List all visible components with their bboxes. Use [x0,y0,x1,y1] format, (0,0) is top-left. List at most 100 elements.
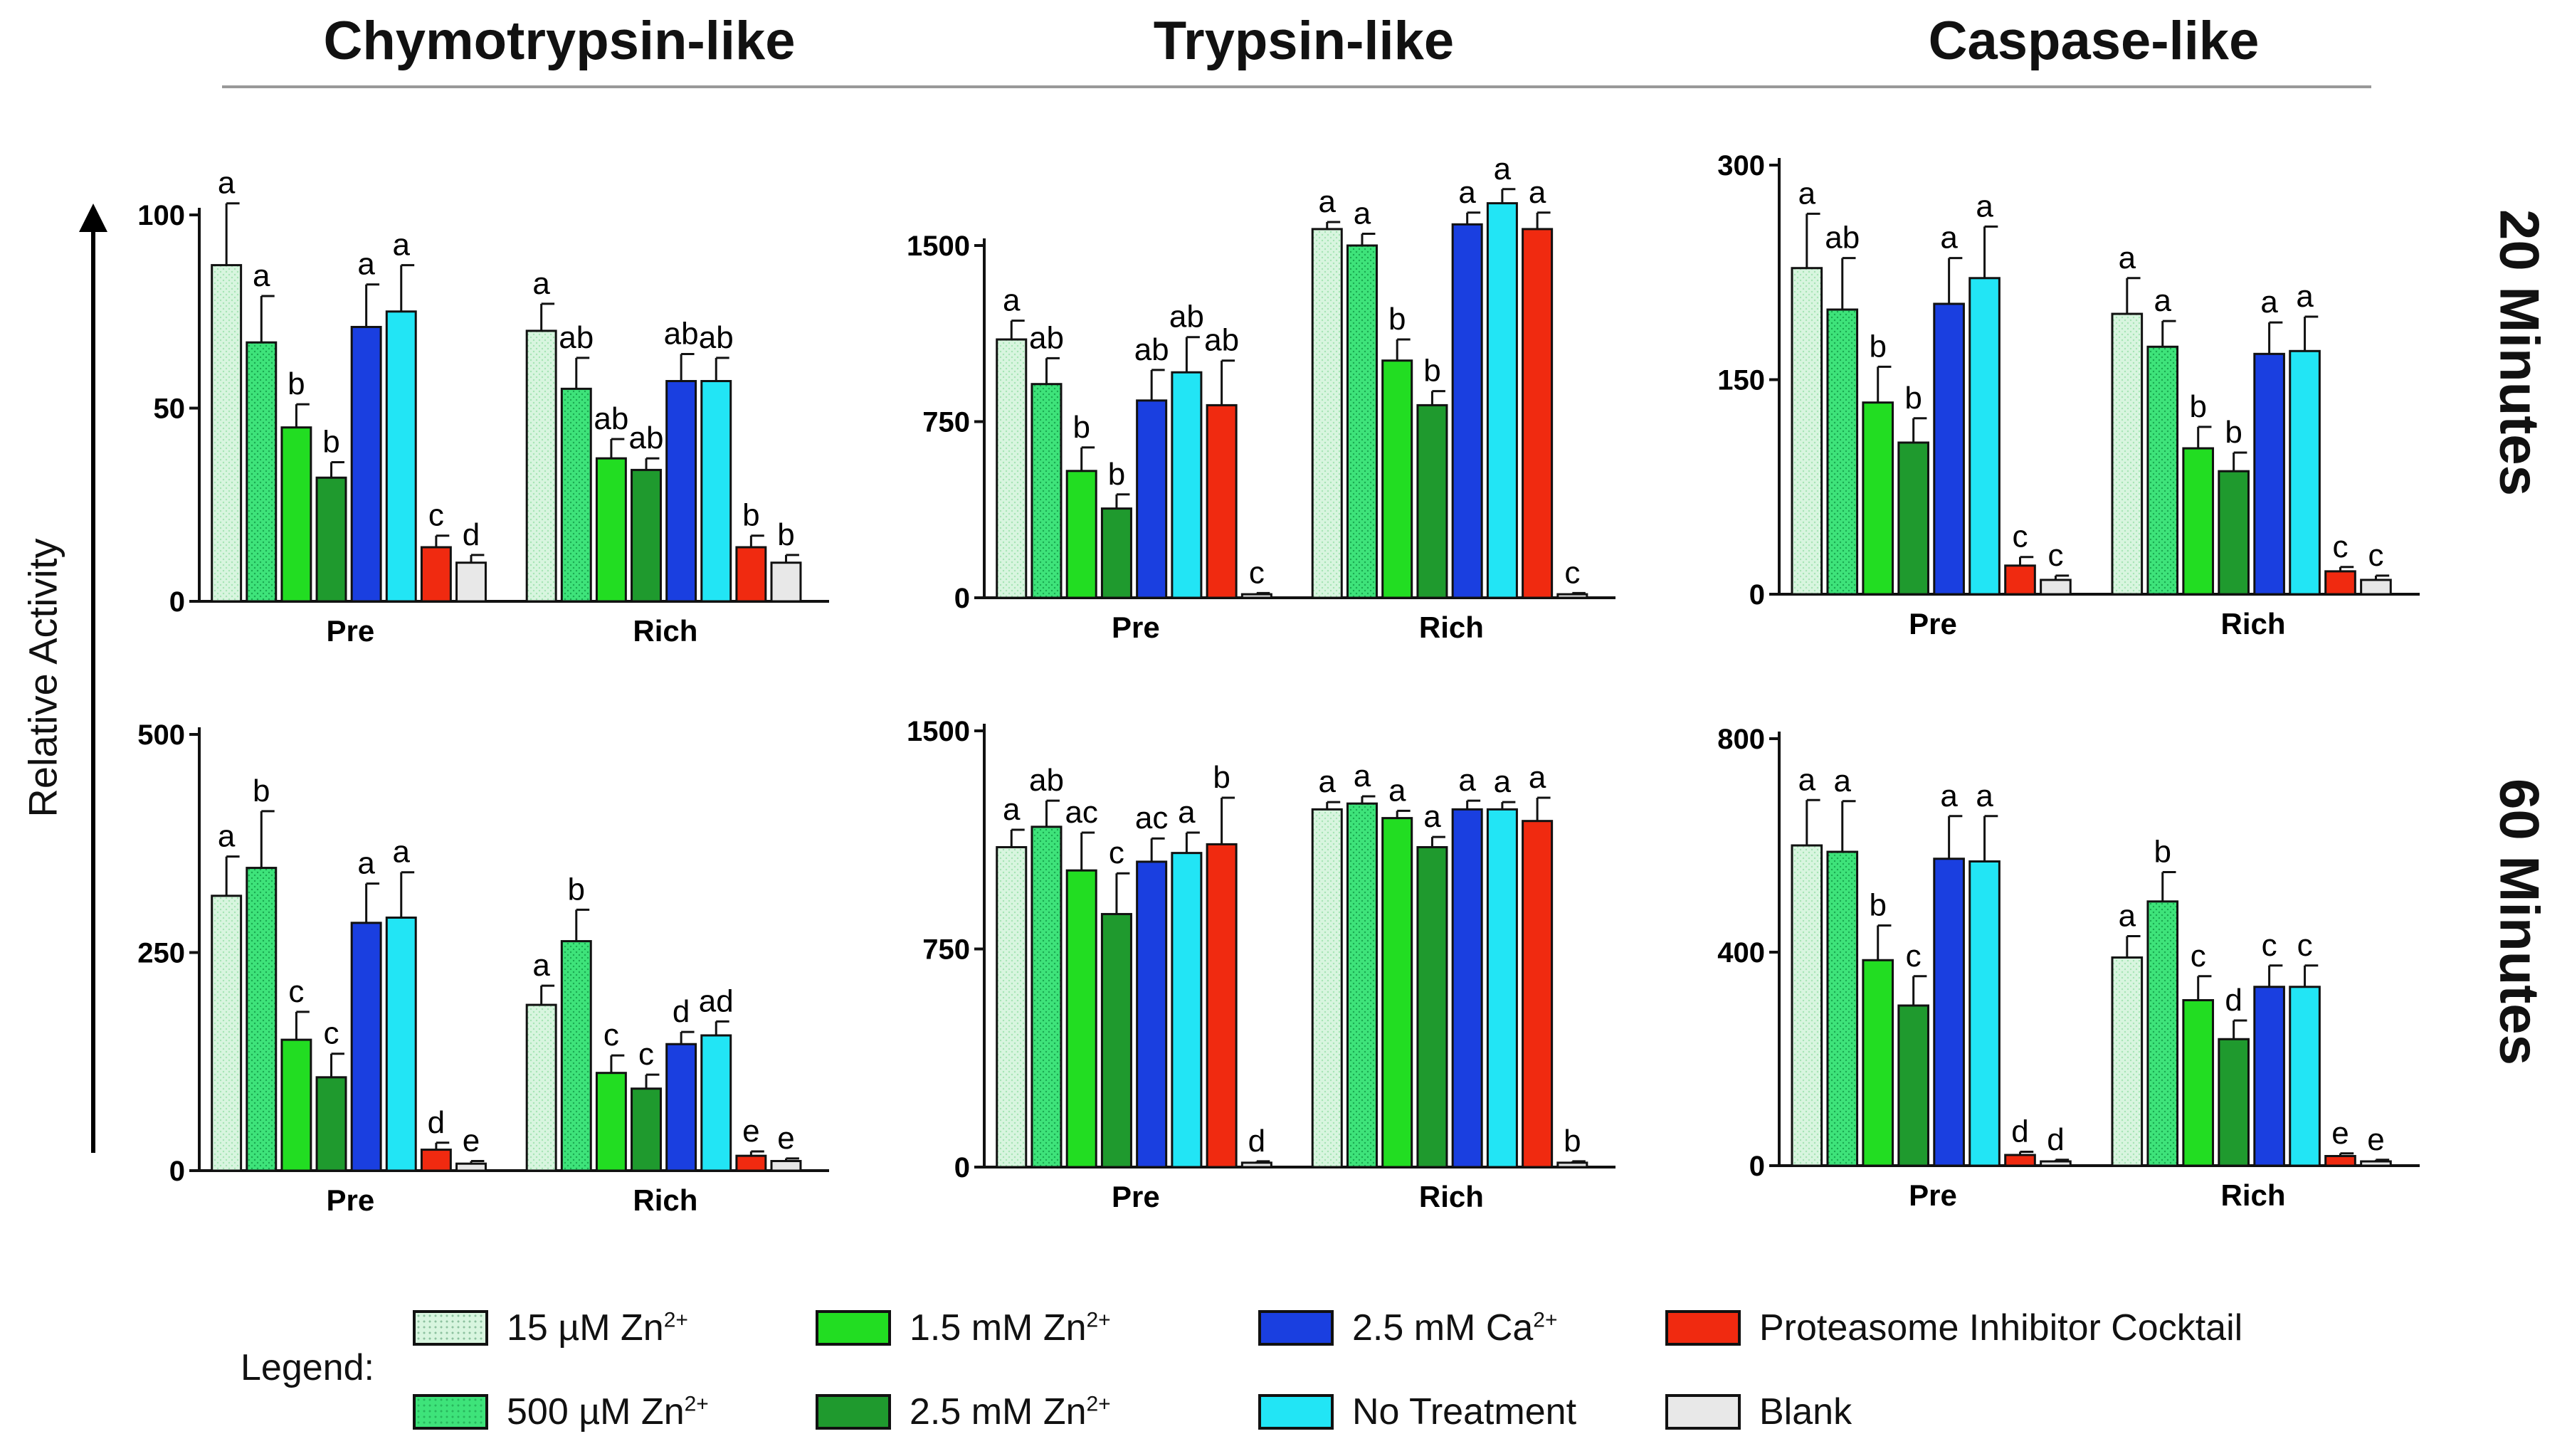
column-title-chymotrypsin: Chymotrypsin-like [323,11,796,71]
significance-label: ad [699,983,734,1018]
significance-label: e [742,1114,759,1149]
legend-swatch [1258,1394,1334,1430]
bar [350,325,382,603]
bar [595,1072,627,1172]
significance-label: a [1834,764,1852,798]
bar [1100,912,1132,1169]
bar [1346,802,1378,1169]
significance-label: c [1564,555,1580,590]
significance-label: a [1529,175,1546,210]
significance-label: ab [1029,320,1064,355]
category-label: Rich [633,1183,697,1217]
bar [246,341,278,603]
significance-label: b [1904,381,1922,416]
significance-label: a [1976,189,1993,223]
significance-label: e [463,1124,480,1159]
bar [2253,986,2285,1167]
category-label: Pre [1112,1180,1160,1213]
significance-label: d [428,1105,445,1140]
legend-label: 500 µM Zn2+ [507,1391,709,1433]
legend-title: Legend: [241,1347,374,1388]
category-label: Pre [1909,1178,1957,1212]
legend-label: 15 µM Zn2+ [507,1307,688,1349]
bar [2111,312,2144,596]
significance-label: b [1869,888,1886,923]
significance-label: a [218,166,236,201]
bar [700,1034,732,1172]
significance-label: b [1869,329,1886,364]
legend-swatch [413,1310,488,1346]
significance-label: ac [1065,795,1097,830]
bar [315,476,347,603]
significance-label: a [1798,762,1816,797]
title-divider [222,85,2371,88]
significance-label: a [1003,792,1021,827]
bar [1065,869,1097,1169]
significance-label: c [288,974,304,1009]
bar [560,387,592,603]
significance-label: b [322,425,339,460]
bar [211,264,243,603]
significance-label: c [324,1016,339,1051]
bar [560,940,592,1172]
bar [2218,470,2250,596]
bar [1451,223,1483,599]
category-label: Rich [1419,1180,1484,1213]
bar [1826,850,1859,1167]
bar [1862,959,1894,1167]
legend-swatch [816,1310,891,1346]
significance-label: b [1423,354,1440,389]
bar [1171,852,1203,1169]
bar [631,468,662,603]
bar [1791,267,1823,596]
bar [1522,228,1554,599]
bar [525,329,557,603]
significance-label: b [777,517,794,552]
bar [2324,570,2356,596]
significance-label: a [1319,184,1337,219]
legend-label: 2.5 mM Ca2+ [1352,1307,1558,1349]
bar [735,546,767,603]
bar [2218,1038,2250,1167]
y-tick-label: 0 [169,586,185,618]
significance-label: c [2013,519,2028,554]
significance-label: a [1178,795,1196,830]
significance-label: c [2333,529,2349,564]
significance-label: d [1248,1124,1265,1159]
bar [246,867,278,1172]
bar [455,1162,487,1172]
bar [385,916,417,1172]
y-tick-label: 400 [1717,937,1765,969]
significance-label: a [532,266,550,301]
y-tick-label: 0 [1749,1151,1765,1182]
bar [315,1076,347,1172]
bar [2040,579,2072,596]
legend-superscript: 2+ [1086,1308,1111,1332]
legend-item: Proteasome Inhibitor Cocktail [1665,1307,2242,1349]
significance-label: a [1423,799,1441,834]
significance-label: ab [594,401,628,436]
column-title-caspase: Caspase-like [1928,11,2260,71]
y-tick-label: 100 [137,200,185,231]
legend-item: 500 µM Zn2+ [413,1391,709,1433]
bar [420,546,452,603]
legend-label: 2.5 mM Zn2+ [910,1391,1111,1433]
bar [280,426,312,603]
significance-label: e [2367,1122,2384,1157]
bar [455,561,487,603]
y-tick-label: 50 [154,394,186,425]
significance-label: a [1940,779,1958,813]
significance-label: c [2368,538,2383,573]
significance-label: a [2154,283,2172,318]
significance-label: a [1458,763,1476,798]
significance-label: b [1213,760,1230,795]
bar [1522,820,1554,1169]
y-tick-label: 0 [954,583,970,614]
bar [1897,441,1929,596]
category-label: Pre [327,614,375,648]
significance-label: b [288,366,305,401]
bar [385,310,417,603]
bar [665,1043,697,1172]
column-title-trypsin: Trypsin-like [1153,11,1455,71]
